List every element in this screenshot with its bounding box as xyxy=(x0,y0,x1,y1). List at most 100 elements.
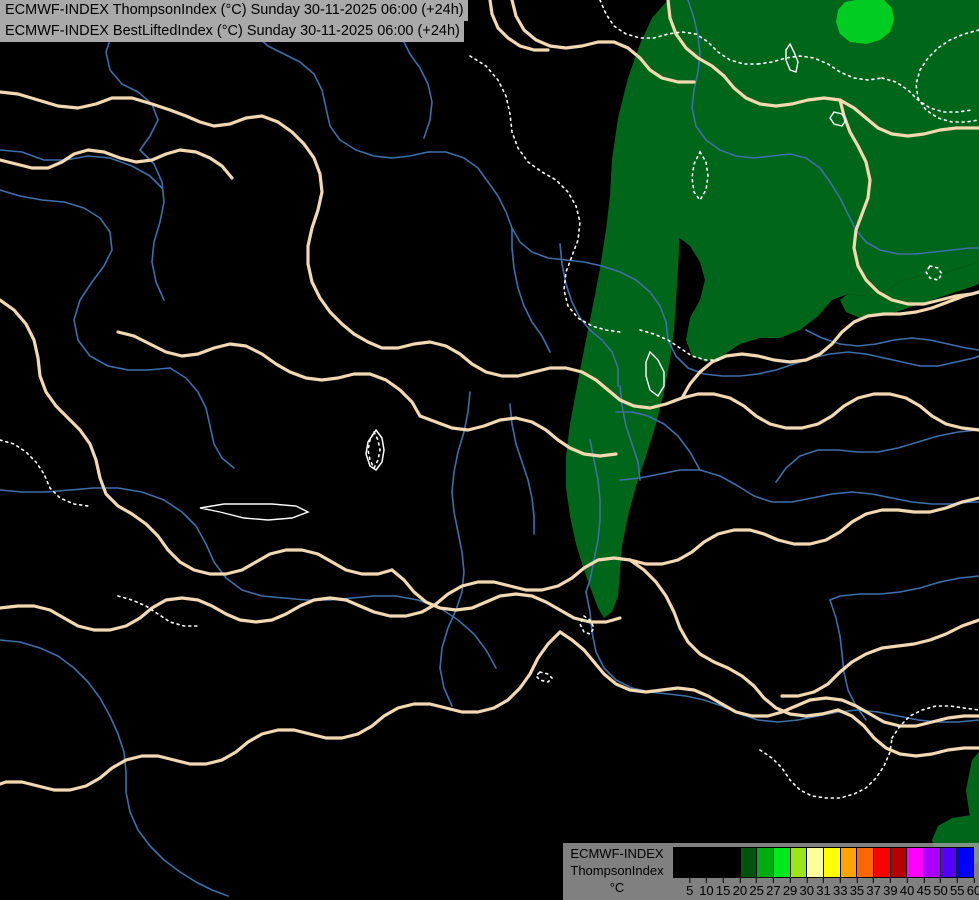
shaded-area-25-27-patch xyxy=(836,0,894,44)
legend-swatch-10[interactable] xyxy=(690,848,708,877)
legend-swatch-50[interactable] xyxy=(924,848,941,877)
legend-tick-labels: 5 10 15 20 25 27 29 30 31 33 35 37 39 40 45 50 55 60 xyxy=(673,878,979,900)
legend-swatch-39[interactable] xyxy=(874,848,891,877)
legend-tick-39: 39 xyxy=(883,878,898,898)
legend-tick-value: 55 xyxy=(950,883,965,898)
lake-outline-small-1 xyxy=(579,614,595,635)
legend-tick-mark xyxy=(806,878,808,883)
river-ohre xyxy=(829,181,917,255)
coastline-lake-alpine xyxy=(117,595,199,627)
border-austria-czech xyxy=(666,0,979,138)
legend-tick-value: 33 xyxy=(832,883,848,898)
lake-garda-detail xyxy=(365,428,385,472)
legend-bar-wrapper: 5 10 15 20 25 27 29 30 31 33 35 37 39 40 45 50 55 60 xyxy=(673,847,979,900)
legend-tick-value: 60 xyxy=(966,883,979,898)
legend-tick-mark xyxy=(689,878,691,883)
title-bar-best-lifted-index: ECMWF-INDEX BestLiftedIndex (°C) Sunday … xyxy=(0,21,464,42)
legend-tick-value: 29 xyxy=(782,883,798,898)
border-czech-slovakia xyxy=(838,98,979,306)
shaded-area-20-25-northeast xyxy=(636,0,979,362)
border-italy-coast-south xyxy=(390,568,622,624)
border-bosnia-serbia xyxy=(558,630,979,728)
river-drau-west xyxy=(615,411,701,471)
legend-tick-mark xyxy=(772,878,774,883)
legend-tick-mark xyxy=(722,878,724,883)
legend-swatch-25[interactable] xyxy=(740,848,758,877)
legend-swatch-37[interactable] xyxy=(857,848,875,877)
legend-color-bar[interactable] xyxy=(673,847,974,878)
inner-lake-outlines xyxy=(199,42,847,521)
legend-tick-mark xyxy=(789,878,791,883)
border-swiss-italy xyxy=(116,330,422,418)
legend-tick-33: 33 xyxy=(833,878,847,898)
border-germany-czech xyxy=(510,0,696,84)
border-alps-austria xyxy=(352,332,979,432)
legend-tick-20: 20 xyxy=(733,878,747,898)
border-hungary-croatia xyxy=(628,558,840,718)
coastline-layer xyxy=(0,0,979,799)
lake-small-ne2 xyxy=(829,111,847,127)
legend-model-label: ECMWF-INDEX xyxy=(570,846,664,861)
river-tisza xyxy=(829,575,979,601)
legend-tick-29: 29 xyxy=(783,878,797,898)
legend-swatch-40[interactable] xyxy=(890,848,908,877)
legend-tick-value: 40 xyxy=(899,883,915,898)
border-italy-east-coast xyxy=(130,512,394,576)
legend-tick-mark xyxy=(739,878,741,883)
legend-tick-15: 15 xyxy=(716,878,730,898)
legend-swatch-35[interactable] xyxy=(840,848,858,877)
river-moldau xyxy=(719,149,831,183)
coastline-carpathian-dots xyxy=(759,737,893,799)
legend-tick-mark xyxy=(856,878,858,883)
title-bar-thompson-index: ECMWF-INDEX ThompsonIndex (°C) Sunday 30… xyxy=(0,0,468,21)
lake-polygons xyxy=(365,428,385,472)
legend-tick-mark xyxy=(873,878,875,883)
legend-tick-value: 10 xyxy=(699,883,714,898)
border-austria-hungary xyxy=(628,496,979,566)
legend-swatch-30[interactable] xyxy=(790,848,808,877)
legend-tick-30: 30 xyxy=(800,878,814,898)
coastline-dots-se2 xyxy=(891,705,979,739)
river-lake-geneva-outflow xyxy=(169,367,235,469)
legend-swatch-45[interactable] xyxy=(907,848,925,877)
legend-swatch-20[interactable] xyxy=(724,848,741,877)
river-enns xyxy=(757,351,885,375)
legend-swatch-27[interactable] xyxy=(757,848,775,877)
legend-swatch-31[interactable] xyxy=(807,848,825,877)
border-hungary-romania xyxy=(780,618,979,698)
legend-swatch-60[interactable] xyxy=(957,848,974,877)
river-doubs xyxy=(0,487,307,601)
legend-tick-mark xyxy=(940,878,942,883)
river-morava xyxy=(829,599,867,721)
lake-in-green-band xyxy=(645,350,665,398)
river-drava xyxy=(619,469,979,505)
legend-units-label: °C xyxy=(609,880,625,895)
legend-tick-mark xyxy=(823,878,824,883)
coastline-hungary-lake xyxy=(757,55,883,81)
river-rhone xyxy=(0,189,171,371)
legend-tick-10: 10 xyxy=(699,878,714,898)
legend-swatch-33[interactable] xyxy=(824,848,841,877)
legend-tick-mark xyxy=(705,878,707,883)
legend-tick-value: 15 xyxy=(715,883,731,898)
coastline-west-dots xyxy=(0,439,89,507)
lake-italy-small xyxy=(199,503,310,521)
color-scale-legend[interactable]: ECMWF-INDEX ThompsonIndex °C 5 10 15 20 25 27… xyxy=(563,843,979,900)
lake-outline-small-2 xyxy=(534,671,554,683)
shaded-area-20-25-east-edge xyxy=(966,752,979,830)
border-italy-slovenia xyxy=(418,414,618,458)
legend-swatch-29[interactable] xyxy=(774,848,791,877)
legend-tick-mark xyxy=(973,878,975,883)
legend-swatch-5[interactable] xyxy=(674,848,691,877)
river-adige xyxy=(509,403,535,535)
river-isar xyxy=(559,243,619,387)
river-aare xyxy=(0,149,163,189)
lake-tiny-ne xyxy=(925,265,943,281)
legend-swatch-55[interactable] xyxy=(940,848,958,877)
border-serbia xyxy=(836,708,979,758)
legend-swatch-15[interactable] xyxy=(707,848,725,877)
legend-tick-40: 40 xyxy=(900,878,914,898)
